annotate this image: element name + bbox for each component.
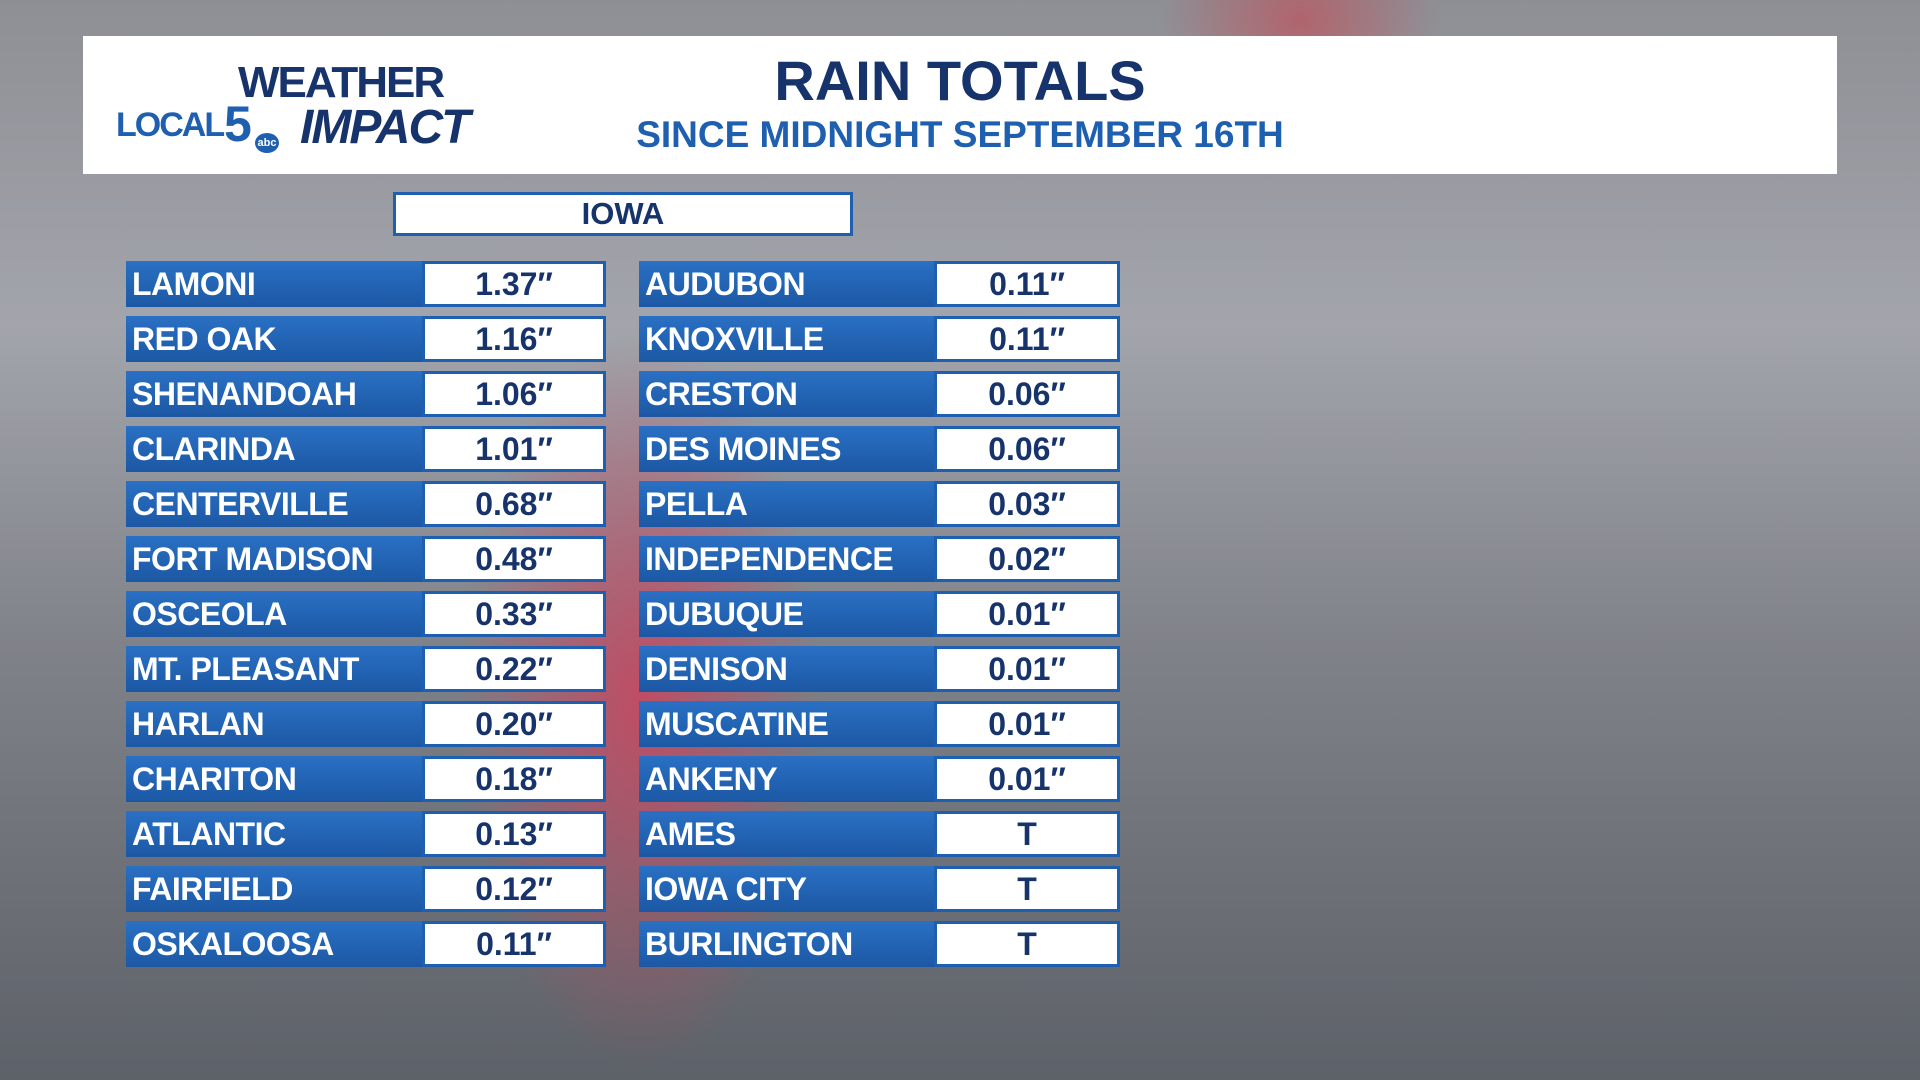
- rain-total: 0.13″: [422, 811, 606, 857]
- city-name: MT. PLEASANT: [126, 646, 422, 692]
- rain-total: 1.06″: [422, 371, 606, 417]
- title: RAIN TOTALS: [774, 49, 1146, 112]
- city-name: ANKENY: [639, 756, 934, 802]
- city-name: ATLANTIC: [126, 811, 422, 857]
- header: WEATHER LOCAL 5 abc IMPACT RAIN TOTALS S…: [83, 36, 1837, 174]
- logo-text: abc: [255, 133, 279, 153]
- city-name: INDEPENDENCE: [639, 536, 934, 582]
- city-name: FORT MADISON: [126, 536, 422, 582]
- rain-total: T: [934, 921, 1120, 967]
- logo-text: IMPACT: [300, 101, 470, 154]
- city-name: KNOXVILLE: [639, 316, 934, 362]
- rain-total: 0.20″: [422, 701, 606, 747]
- logo-text: LOCAL: [116, 106, 225, 144]
- rain-total: 0.03″: [934, 481, 1120, 527]
- city-name: FAIRFIELD: [126, 866, 422, 912]
- city-name: CHARITON: [126, 756, 422, 802]
- city-name: OSCEOLA: [126, 591, 422, 637]
- rain-total: 0.11″: [934, 316, 1120, 362]
- city-name: RED OAK: [126, 316, 422, 362]
- city-name: DUBUQUE: [639, 591, 934, 637]
- city-name: CLARINDA: [126, 426, 422, 472]
- rain-total: 0.01″: [934, 646, 1120, 692]
- rain-total: 0.06″: [934, 426, 1120, 472]
- city-name: DES MOINES: [639, 426, 934, 472]
- city-name: CRESTON: [639, 371, 934, 417]
- city-name: AMES: [639, 811, 934, 857]
- subtitle: SINCE MIDNIGHT SEPTEMBER 16TH: [636, 114, 1284, 155]
- logo-text: WEATHER: [238, 58, 445, 107]
- rain-total: 0.11″: [422, 921, 606, 967]
- rain-total: 0.33″: [422, 591, 606, 637]
- table-title: IOWA: [393, 192, 853, 236]
- rain-total: 1.01″: [422, 426, 606, 472]
- rain-total: 1.16″: [422, 316, 606, 362]
- rain-total: 0.01″: [934, 591, 1120, 637]
- city-name: HARLAN: [126, 701, 422, 747]
- rain-total: 0.01″: [934, 756, 1120, 802]
- city-name: LAMONI: [126, 261, 422, 307]
- rain-total: 0.22″: [422, 646, 606, 692]
- city-name: OSKALOOSA: [126, 921, 422, 967]
- city-name: DENISON: [639, 646, 934, 692]
- city-name: PELLA: [639, 481, 934, 527]
- city-name: MUSCATINE: [639, 701, 934, 747]
- logo-text: 5: [224, 96, 252, 152]
- rain-total: 1.37″: [422, 261, 606, 307]
- rain-total: 0.68″: [422, 481, 606, 527]
- rain-total: 0.01″: [934, 701, 1120, 747]
- rain-total: 0.11″: [934, 261, 1120, 307]
- city-name: SHENANDOAH: [126, 371, 422, 417]
- city-name: AUDUBON: [639, 261, 934, 307]
- city-name: CENTERVILLE: [126, 481, 422, 527]
- city-name: IOWA CITY: [639, 866, 934, 912]
- rain-total: T: [934, 811, 1120, 857]
- rain-total: T: [934, 866, 1120, 912]
- rain-total: 0.12″: [422, 866, 606, 912]
- city-name: BURLINGTON: [639, 921, 934, 967]
- rain-total: 0.02″: [934, 536, 1120, 582]
- rain-total: 0.18″: [422, 756, 606, 802]
- rain-total: 0.48″: [422, 536, 606, 582]
- rain-total: 0.06″: [934, 371, 1120, 417]
